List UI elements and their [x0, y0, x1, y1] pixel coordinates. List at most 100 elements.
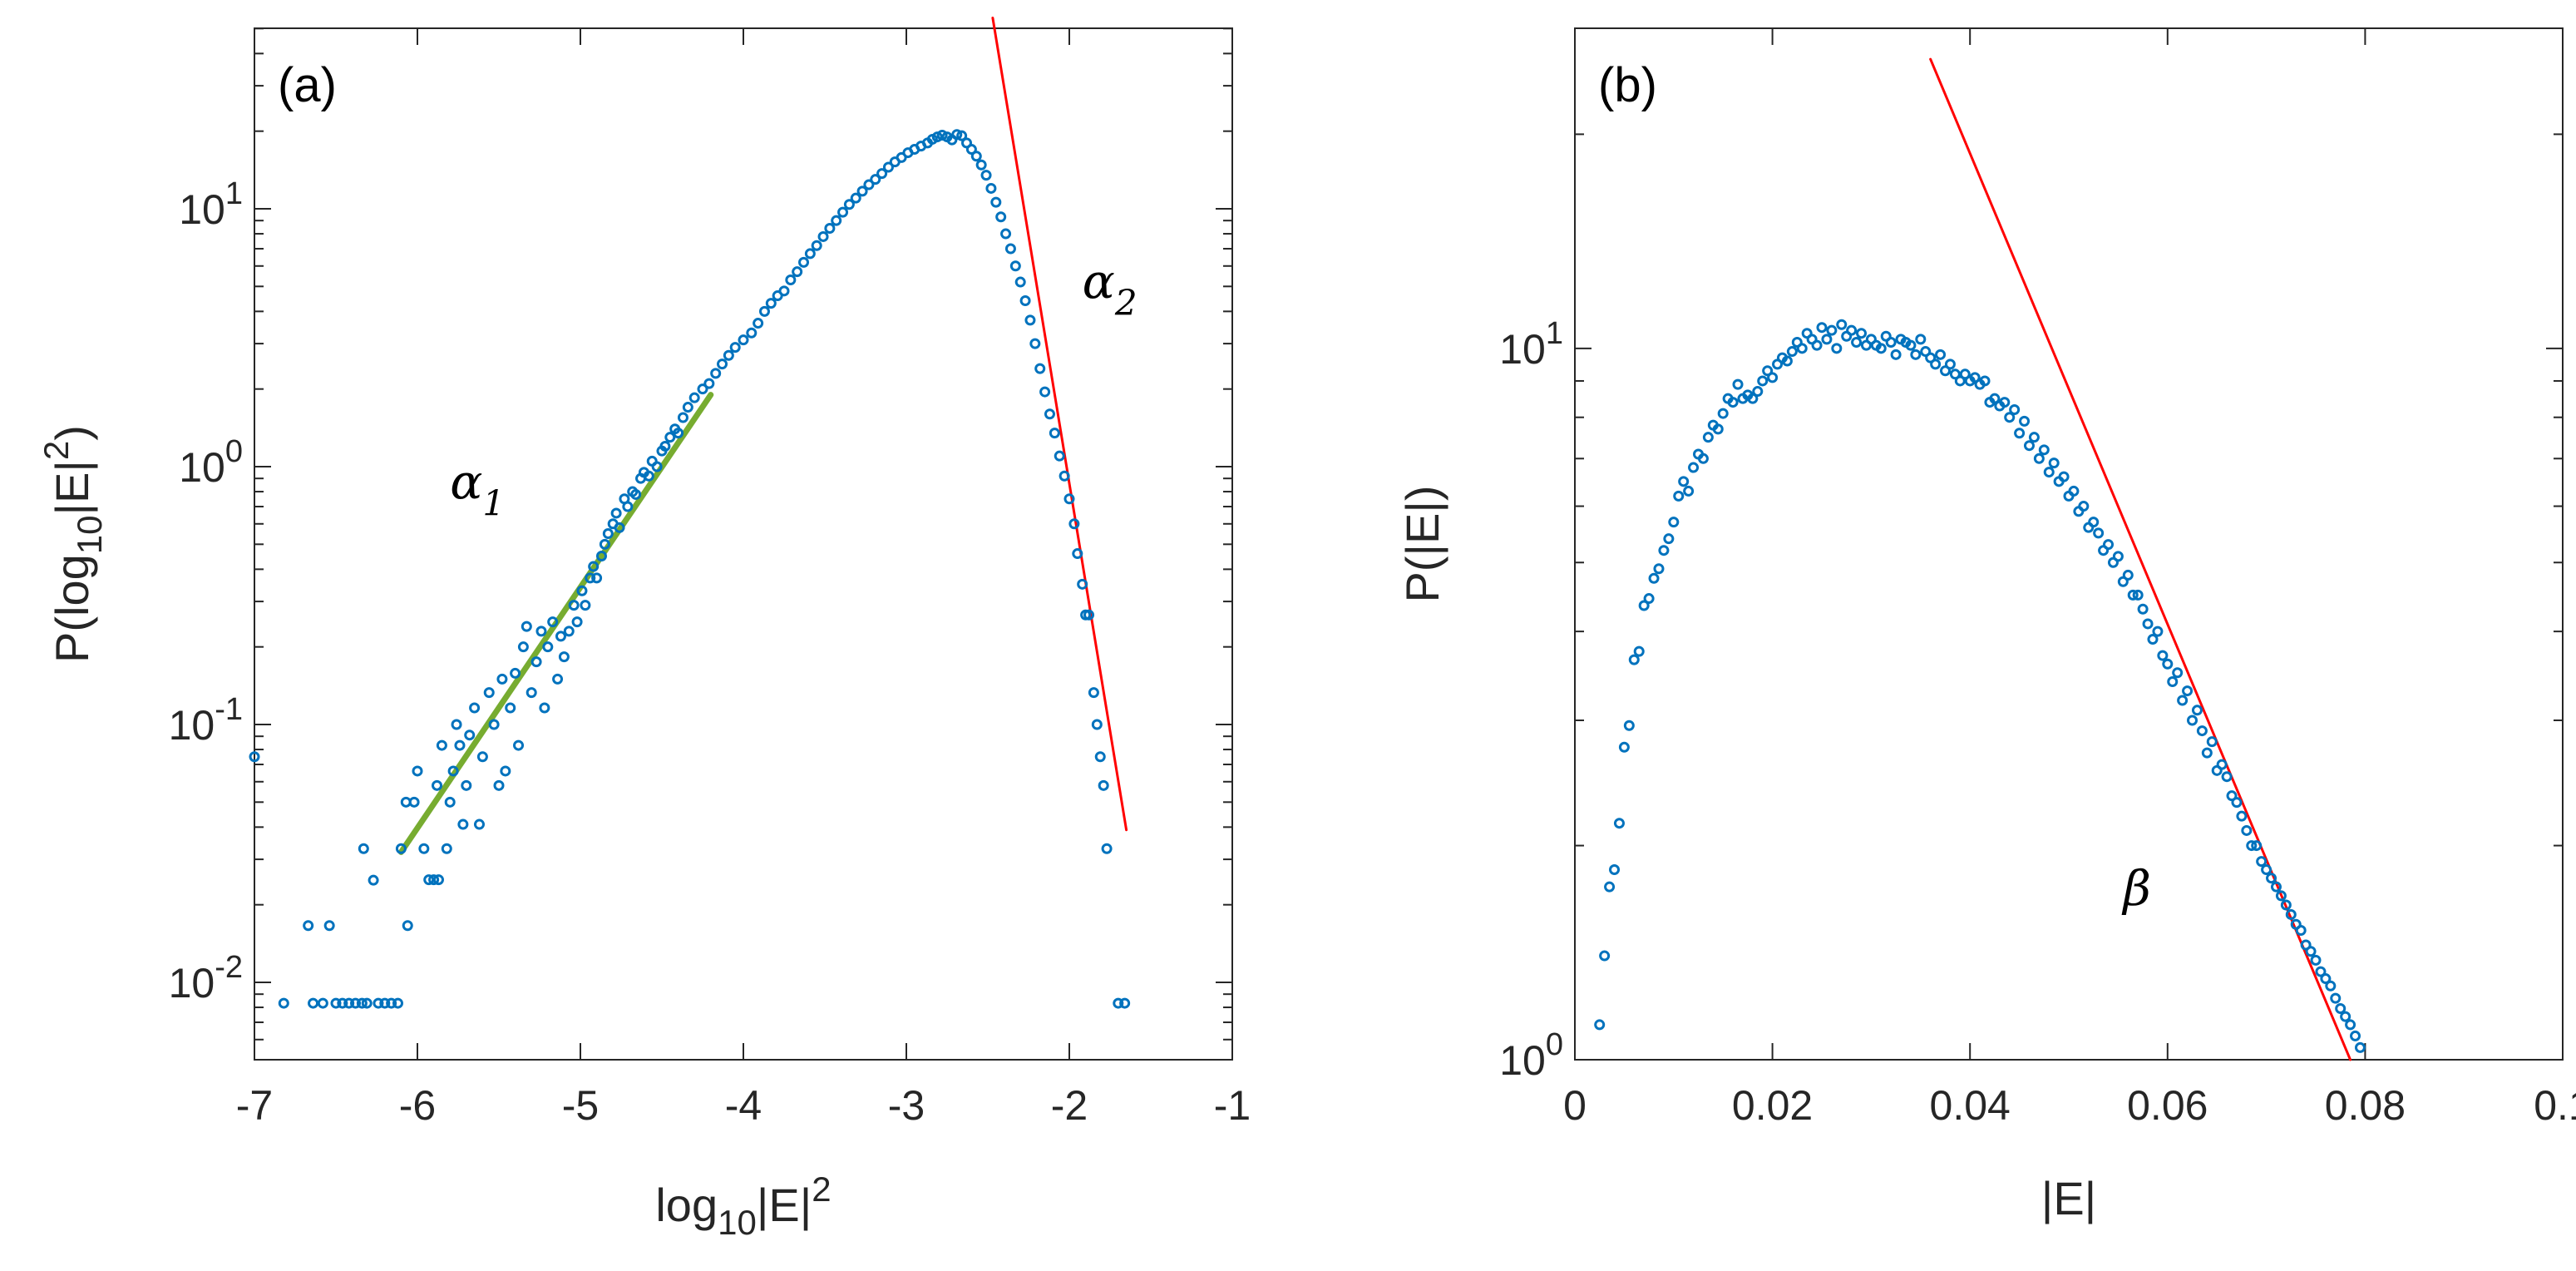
data-point — [1826, 324, 1838, 336]
data-point — [995, 211, 1007, 223]
data-point — [1000, 228, 1012, 240]
data-point — [980, 170, 992, 181]
data-point — [2058, 471, 2070, 482]
data-point — [1767, 372, 1779, 383]
y-tick-label: 10-2 — [169, 950, 243, 1006]
data-point — [2093, 527, 2105, 539]
data-point — [1098, 779, 1109, 791]
data-point — [278, 997, 289, 1009]
data-point — [1702, 432, 1714, 443]
data-point — [2305, 946, 2317, 957]
x-tick-label: -4 — [725, 1082, 762, 1129]
x-tick-label: -5 — [562, 1082, 599, 1129]
data-point — [831, 215, 842, 226]
data-point — [951, 129, 963, 141]
data-point — [595, 551, 607, 562]
data-point — [418, 843, 430, 854]
data-point — [303, 920, 314, 932]
data-point — [843, 199, 855, 210]
data-point — [1663, 533, 1675, 545]
data-point — [488, 719, 500, 730]
data-point — [1638, 600, 1650, 611]
data-point — [1678, 476, 1690, 487]
data-point — [432, 779, 443, 791]
data-point — [2088, 517, 2100, 528]
data-point — [2256, 856, 2268, 868]
data-point — [876, 168, 888, 180]
data-point — [2182, 685, 2194, 697]
data-point — [1613, 818, 1625, 829]
data-point — [1618, 741, 1630, 753]
data-point — [356, 997, 368, 1009]
data-point — [798, 256, 810, 268]
data-point — [870, 174, 881, 185]
data-point — [2320, 973, 2332, 985]
x-tick-label: 0.1 — [2534, 1082, 2576, 1129]
data-point — [428, 874, 440, 886]
data-point — [510, 667, 521, 679]
data-point — [1979, 375, 1991, 387]
annotation-alpha2: α2 — [1083, 254, 1137, 324]
x-axis-label-a: log10|E|2 — [655, 1170, 831, 1242]
data-point — [1949, 368, 1961, 380]
data-point — [1717, 408, 1729, 419]
y-tick-label: 101 — [1499, 316, 1563, 373]
fit-lines-b — [1929, 57, 2352, 1061]
data-point — [2335, 1003, 2347, 1015]
data-point — [1009, 260, 1021, 272]
data-point — [677, 412, 688, 423]
data-point — [622, 501, 634, 512]
data-point — [850, 192, 861, 204]
data-point — [1752, 386, 1764, 398]
data-point — [614, 522, 625, 533]
x-tick-label: 0.08 — [2325, 1082, 2406, 1129]
data-point — [555, 631, 566, 642]
data-point — [1930, 359, 1942, 370]
data-point — [2196, 725, 2208, 737]
data-point — [343, 997, 355, 1009]
data-point — [2221, 771, 2233, 783]
data-point — [1119, 997, 1131, 1009]
alpha2-symbol: α — [1083, 254, 1115, 310]
fit-line — [991, 16, 1128, 832]
data-point — [2261, 864, 2273, 876]
data-point — [1796, 343, 1808, 354]
data-point — [473, 818, 485, 830]
x-tick-label: -3 — [888, 1082, 925, 1129]
data-point — [1653, 563, 1665, 575]
data-point — [392, 997, 403, 1009]
data-point — [330, 997, 342, 1009]
data-point — [379, 997, 391, 1009]
data-point — [1959, 368, 1971, 380]
data-point — [2236, 810, 2248, 822]
data-point — [729, 342, 741, 354]
y-tick-label: 100 — [1499, 1027, 1563, 1084]
y-axis-label-a: P(log10|E|2) — [37, 425, 109, 663]
data-point — [1944, 359, 1956, 370]
data-point — [249, 751, 260, 763]
data-point — [602, 527, 614, 539]
data-point — [863, 179, 875, 190]
data-point — [1831, 343, 1843, 354]
x-tick-label: -2 — [1051, 1082, 1088, 1129]
data-point — [1648, 572, 1660, 584]
data-point — [936, 129, 948, 141]
data-point — [373, 997, 384, 1009]
data-point — [1113, 997, 1124, 1009]
annotation-alpha1: α1 — [450, 454, 505, 524]
plot-area-a — [254, 27, 1233, 1061]
data-point — [1599, 950, 1611, 962]
data-point — [2122, 569, 2134, 581]
data-point — [1885, 336, 1897, 348]
data-point — [2231, 797, 2243, 809]
data-point — [517, 641, 529, 653]
alpha1-symbol: α — [450, 454, 482, 511]
data-point — [576, 585, 588, 596]
data-point — [1875, 343, 1887, 354]
data-point — [990, 196, 1002, 208]
data-point — [1049, 428, 1060, 439]
data-point — [651, 461, 663, 472]
data-point — [444, 796, 456, 808]
data-point — [643, 470, 654, 482]
data-point — [2009, 404, 2021, 416]
